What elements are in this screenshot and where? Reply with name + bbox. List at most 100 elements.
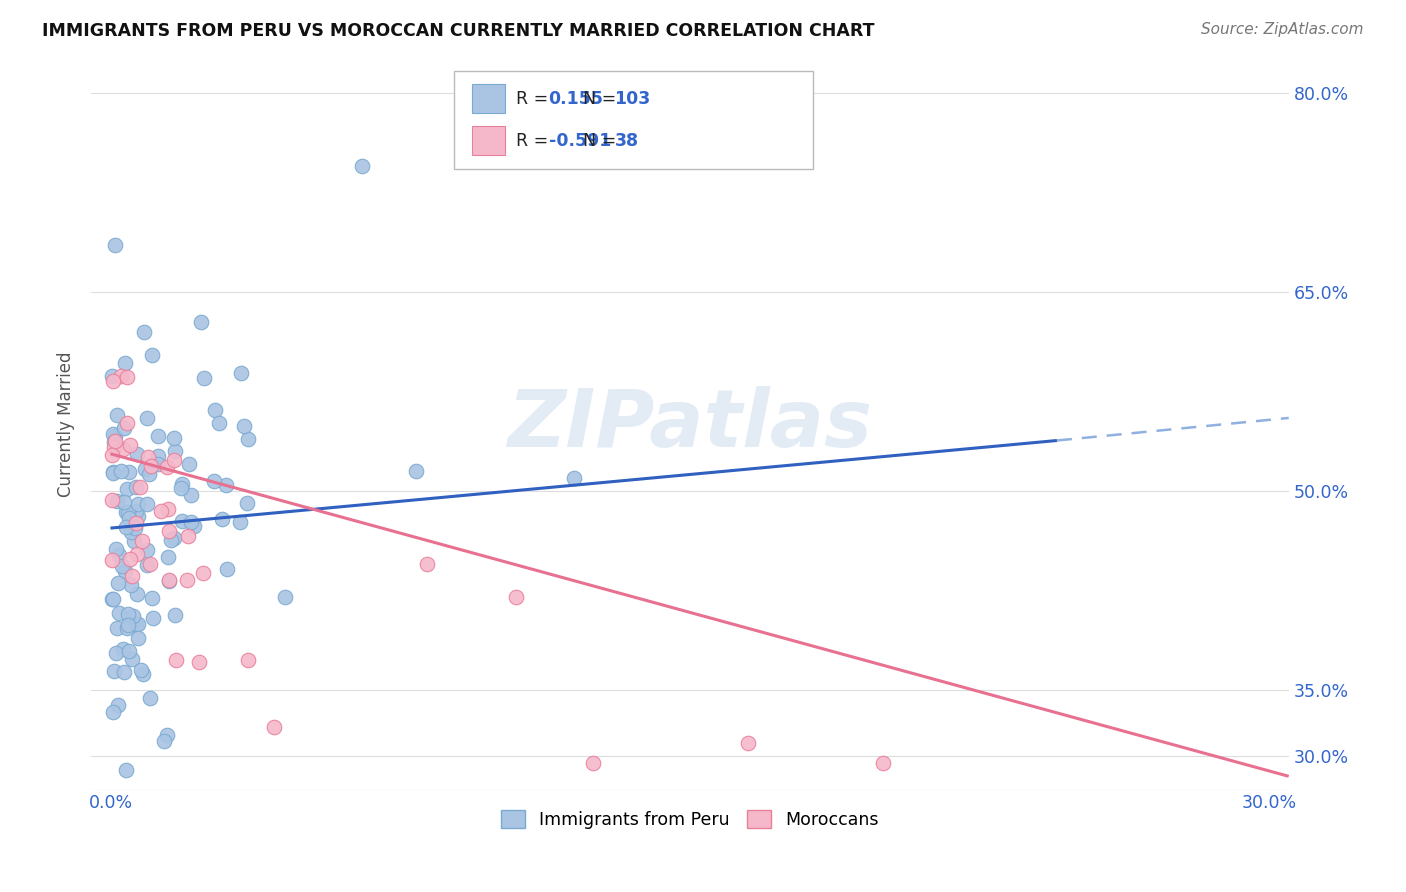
Point [127,631,149,645]
Point [111,559,134,574]
Point [117,416,139,430]
Point [108,549,131,563]
Point [128,480,150,494]
Point [122,609,145,624]
Point [107,621,129,635]
Point [101,374,124,388]
Point [202,474,225,488]
Point [120,524,142,539]
Point [103,465,125,479]
Point [127,497,149,511]
Point [125,616,148,631]
Point [101,493,124,508]
Point [163,453,186,467]
Point [101,427,124,442]
Point [101,368,124,383]
Point [105,494,128,508]
Point [582,756,605,770]
Point [263,720,285,734]
Point [125,587,148,601]
Point [107,575,129,590]
Point [124,521,146,535]
Point [120,552,142,566]
Point [238,432,260,446]
Y-axis label: Currently Married: Currently Married [58,351,75,498]
Point [114,505,136,519]
Point [112,495,135,509]
Point [118,644,141,658]
Point [103,467,125,481]
Point [103,434,125,449]
Point [170,514,193,528]
Point [114,564,136,578]
Point [170,482,193,496]
Point [156,728,179,742]
Point [165,653,187,667]
Point [101,592,124,607]
Point [149,504,172,518]
Point [157,524,180,538]
Point [112,442,135,456]
Point [172,476,194,491]
Point [562,471,585,485]
Point [127,617,149,632]
Text: 0.155: 0.155 [548,90,603,108]
Point [104,434,127,448]
Point [138,467,160,481]
Point [146,429,169,443]
Text: 103: 103 [614,90,651,108]
Point [211,512,233,526]
Point [122,533,145,548]
FancyBboxPatch shape [454,70,813,169]
Point [110,369,132,384]
Point [104,646,127,660]
Point [118,438,141,452]
Point [136,450,159,465]
Point [215,478,238,492]
Point [114,520,136,534]
Point [177,529,200,543]
Point [142,610,165,624]
Point [190,315,212,329]
Point [141,591,163,605]
Point [405,464,427,478]
Point [104,238,127,252]
Point [165,608,187,623]
Point [274,590,297,604]
Point [176,573,198,587]
Point [118,465,141,479]
Point [229,367,252,381]
Point [132,325,155,339]
Point [236,496,259,510]
Point [163,531,186,545]
FancyBboxPatch shape [472,84,505,113]
Point [115,370,138,384]
Point [105,408,128,422]
Point [153,734,176,748]
Point [103,664,125,678]
Point [135,497,157,511]
Point [160,533,183,547]
Point [157,574,180,588]
Point [204,403,226,417]
FancyBboxPatch shape [472,126,505,155]
Point [125,480,148,494]
Point [193,371,215,385]
Legend: Immigrants from Peru, Moroccans: Immigrants from Peru, Moroccans [494,803,886,836]
Point [156,549,179,564]
Point [104,429,127,443]
Text: Source: ZipAtlas.com: Source: ZipAtlas.com [1201,22,1364,37]
Point [112,642,135,657]
Point [114,356,136,370]
Point [101,592,124,607]
Point [112,665,135,679]
Point [177,457,200,471]
Point [129,663,152,677]
Point [101,552,124,566]
Point [416,557,439,571]
Point [103,440,125,454]
Point [139,690,162,705]
Point [110,464,132,478]
Point [112,421,135,435]
Point [120,578,142,592]
